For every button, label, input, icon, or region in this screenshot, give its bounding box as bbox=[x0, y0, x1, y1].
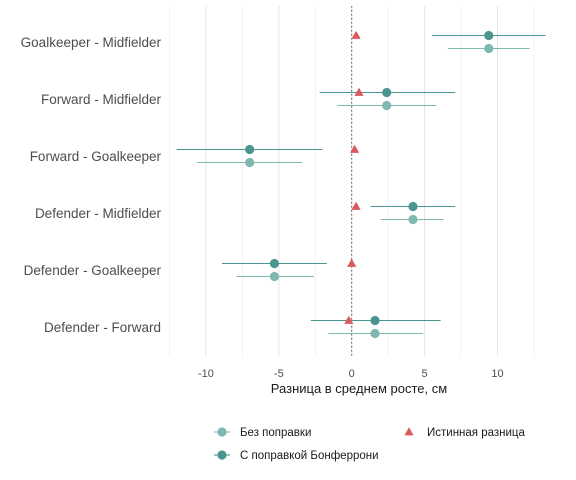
point-true-difference bbox=[350, 144, 360, 153]
point-true-difference bbox=[344, 315, 354, 324]
legend-item: С поправкой Бонферрони bbox=[214, 450, 379, 462]
legend-label: Без поправки bbox=[240, 427, 311, 439]
point-true-difference bbox=[347, 258, 357, 267]
category-label: Forward - Midfielder bbox=[41, 92, 162, 107]
x-tick-label: -10 bbox=[198, 368, 214, 380]
x-tick-label: -5 bbox=[274, 368, 284, 380]
category-label: Forward - Goalkeeper bbox=[30, 149, 162, 164]
legend-key-circle bbox=[217, 427, 227, 437]
point-unadjusted bbox=[382, 100, 392, 111]
point-true-difference bbox=[351, 201, 361, 210]
category-label: Defender - Goalkeeper bbox=[24, 263, 162, 278]
legend-item: Истинная разница bbox=[404, 427, 526, 439]
point-bonferroni bbox=[382, 87, 392, 98]
legend: Без поправки С поправкой Бонферрони Истинн… bbox=[214, 427, 526, 462]
point-bonferroni bbox=[408, 201, 418, 212]
x-tick-labels: -10 -5 0 5 10 bbox=[198, 368, 504, 380]
category-labels: Goalkeeper - Midfielder Forward - Midfiel… bbox=[21, 35, 162, 335]
x-axis-title: Разница в среднем росте, см bbox=[271, 381, 447, 396]
x-tick-label: 0 bbox=[349, 368, 355, 380]
point-unadjusted bbox=[269, 271, 280, 282]
point-true-difference bbox=[354, 87, 364, 96]
grid-layer bbox=[169, 6, 535, 356]
point-estimates bbox=[245, 30, 494, 339]
x-tick-label: 10 bbox=[491, 368, 503, 380]
point-unadjusted bbox=[370, 328, 380, 339]
confidence-intervals bbox=[176, 34, 546, 335]
legend-label: Истинная разница bbox=[427, 427, 526, 439]
point-bonferroni bbox=[370, 315, 380, 326]
category-label: Defender - Midfielder bbox=[35, 206, 162, 221]
point-bonferroni bbox=[245, 144, 255, 155]
point-unadjusted bbox=[484, 43, 494, 54]
point-true-difference bbox=[351, 30, 361, 39]
legend-item: Без поправки bbox=[214, 427, 311, 439]
legend-key-circle bbox=[217, 450, 227, 460]
category-label: Defender - Forward bbox=[44, 320, 161, 335]
category-label: Goalkeeper - Midfielder bbox=[21, 35, 162, 50]
point-bonferroni bbox=[484, 30, 494, 41]
point-bonferroni bbox=[269, 258, 280, 269]
legend-label: С поправкой Бонферрони bbox=[240, 450, 379, 462]
point-unadjusted bbox=[245, 157, 255, 168]
legend-key-triangle bbox=[404, 427, 414, 436]
x-tick-label: 5 bbox=[422, 368, 428, 380]
point-unadjusted bbox=[408, 214, 418, 225]
